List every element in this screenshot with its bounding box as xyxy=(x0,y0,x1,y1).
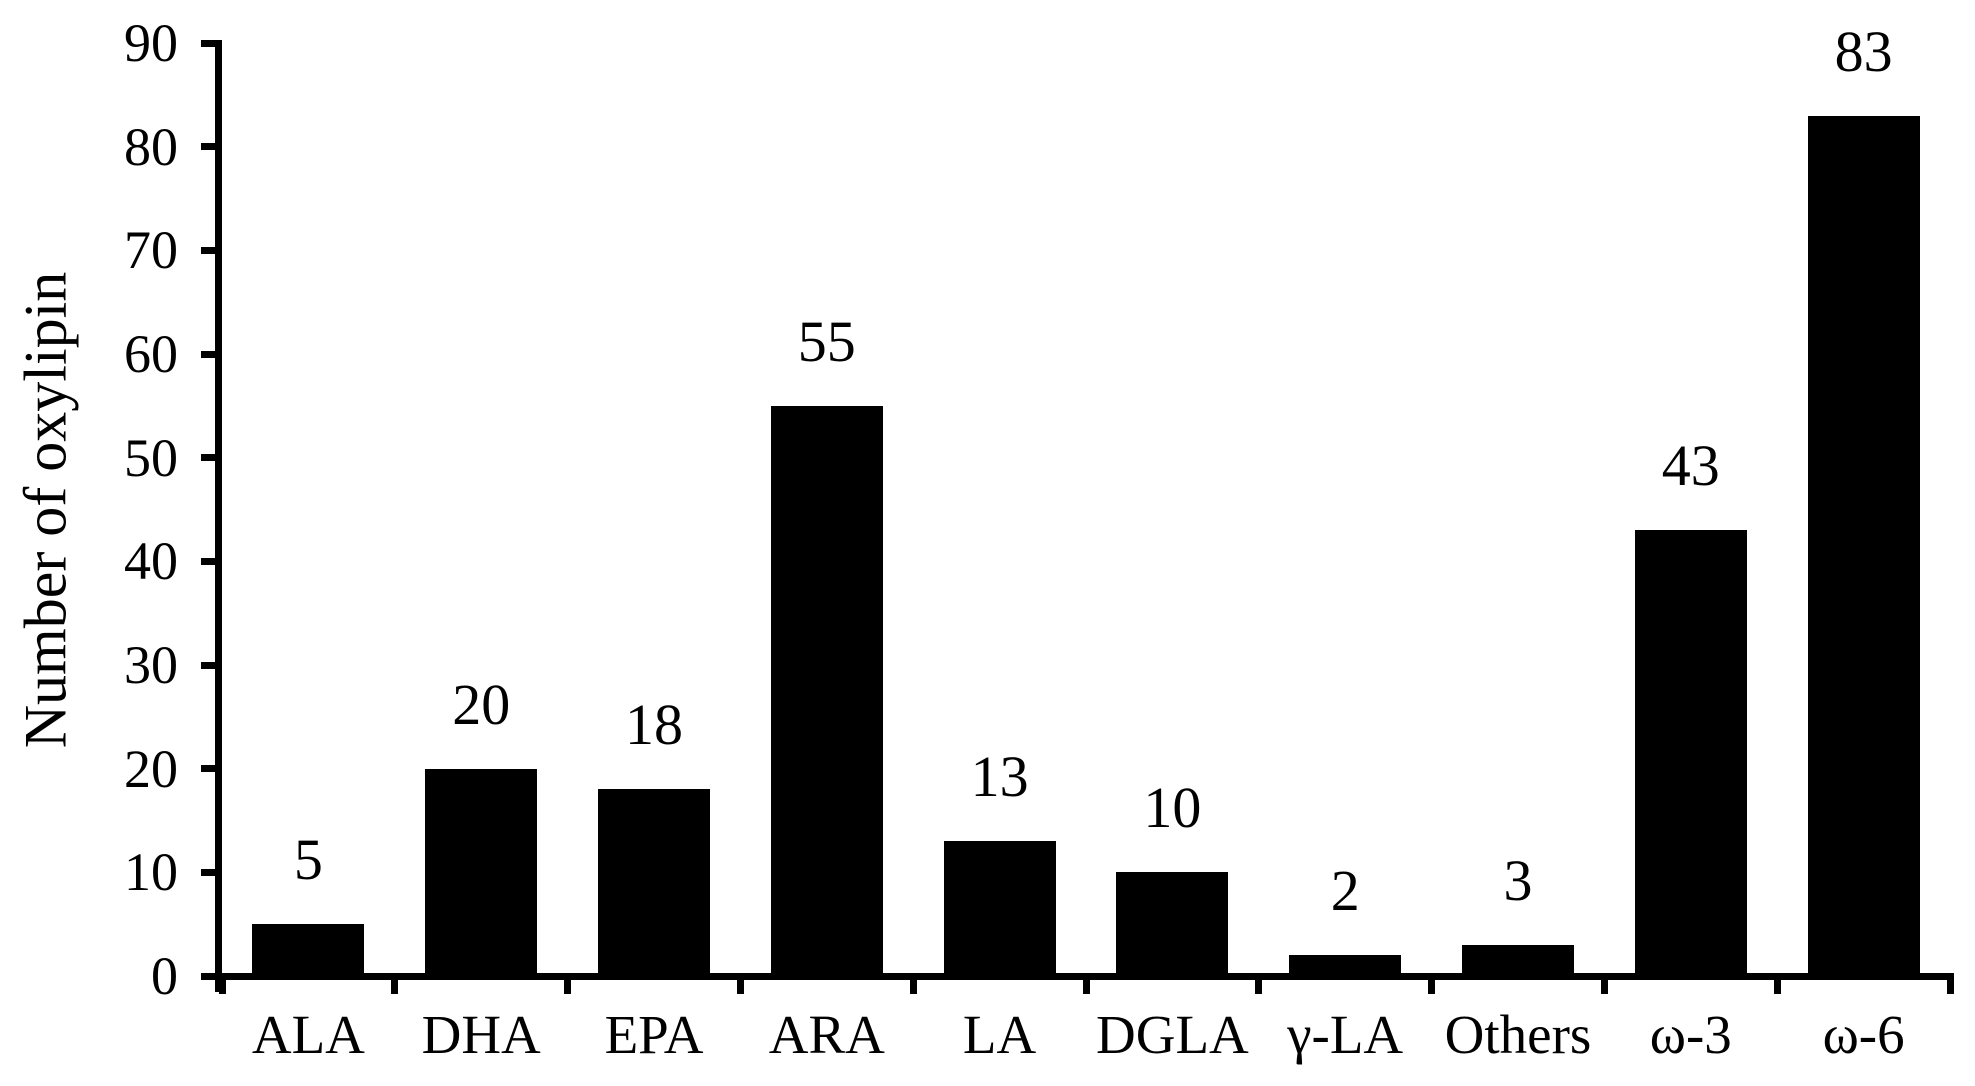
x-category-label: Others xyxy=(1444,1004,1592,1065)
bar-value-label: 5 xyxy=(293,827,323,893)
y-tick-label: 90 xyxy=(124,13,178,73)
x-tick xyxy=(1082,980,1090,994)
y-tick xyxy=(201,39,215,47)
x-category-label: DHA xyxy=(421,1004,541,1065)
bar-ALA xyxy=(252,924,365,979)
bar-ω-3 xyxy=(1634,530,1747,979)
y-tick xyxy=(201,972,215,980)
x-tick xyxy=(391,980,399,994)
y-tick-label: 10 xyxy=(124,842,178,903)
x-category-label: ARA xyxy=(768,1004,885,1065)
x-category-label: EPA xyxy=(604,1004,704,1065)
x-axis-line xyxy=(206,973,1954,980)
y-axis-line xyxy=(215,40,222,992)
x-category-label: DGLA xyxy=(1096,1004,1249,1065)
x-tick xyxy=(1946,980,1954,994)
bar-value-label: 83 xyxy=(1834,18,1893,84)
y-tick-label: 70 xyxy=(124,220,178,281)
x-tick xyxy=(564,980,572,994)
y-tick xyxy=(201,765,215,773)
bar-value-label: 10 xyxy=(1143,775,1202,841)
bar-ω-6 xyxy=(1807,115,1920,979)
x-tick xyxy=(909,980,917,994)
bar-value-label: 43 xyxy=(1661,433,1720,499)
x-category-label: ALA xyxy=(251,1004,365,1065)
bar-DHA xyxy=(425,768,538,979)
x-tick xyxy=(1600,980,1608,994)
y-tick-label: 40 xyxy=(124,531,178,592)
bar-γ-LA xyxy=(1289,955,1402,979)
x-category-label: γ-LA xyxy=(1287,1004,1404,1065)
x-tick xyxy=(218,980,226,994)
y-tick-label: 50 xyxy=(124,427,178,488)
x-tick xyxy=(736,980,744,994)
bar-ARA xyxy=(770,405,883,979)
y-tick xyxy=(201,350,215,358)
x-category-label: ω-3 xyxy=(1649,1004,1732,1065)
bar-LA xyxy=(943,841,1056,979)
bar-Others xyxy=(1462,944,1574,979)
y-tick-label: 30 xyxy=(124,635,178,695)
bar-value-label: 55 xyxy=(797,308,856,374)
bar-EPA xyxy=(598,789,710,979)
bar-DGLA xyxy=(1116,872,1229,979)
y-tick xyxy=(201,143,215,151)
y-tick xyxy=(201,246,215,254)
y-tick xyxy=(201,557,215,565)
x-category-label: LA xyxy=(962,1004,1037,1065)
y-tick-label: 60 xyxy=(124,324,178,384)
bar-value-label: 20 xyxy=(452,671,511,737)
bar-value-label: 3 xyxy=(1503,847,1533,913)
bar-value-label: 18 xyxy=(625,692,683,758)
x-tick xyxy=(1428,980,1436,994)
x-tick xyxy=(1773,980,1781,994)
y-tick-label: 20 xyxy=(124,738,178,799)
y-tick-label: 0 xyxy=(151,946,178,1006)
x-tick xyxy=(1255,980,1263,994)
y-tick xyxy=(201,661,215,669)
bar-value-label: 13 xyxy=(970,744,1029,810)
x-category-label: ω-6 xyxy=(1822,1004,1905,1065)
y-tick xyxy=(201,868,215,876)
y-tick-label: 80 xyxy=(124,116,178,177)
y-tick xyxy=(201,454,215,462)
bar-value-label: 2 xyxy=(1330,858,1360,924)
